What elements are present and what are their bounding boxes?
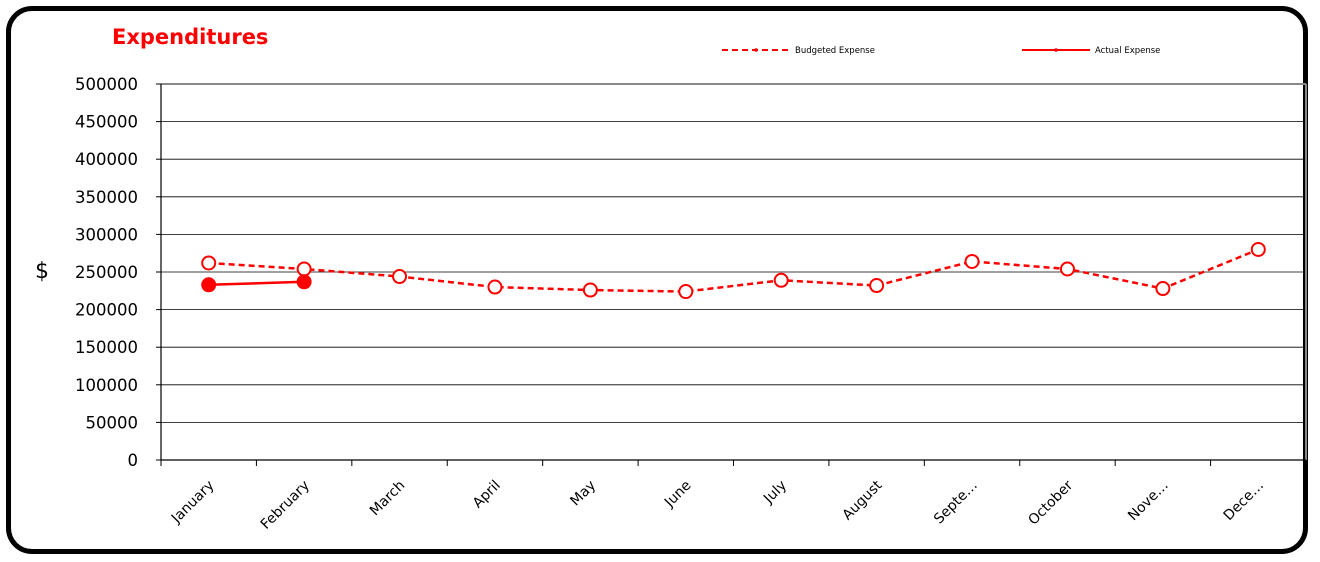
data-point: [1155, 281, 1171, 297]
y-tick-label: 50000: [86, 413, 139, 432]
x-tick-label: June: [661, 478, 695, 512]
y-axis-label: $: [35, 259, 49, 284]
gridlines: [161, 83, 1306, 423]
x-tick-label: July: [760, 478, 790, 508]
data-point: [201, 277, 217, 293]
y-tick-label: 400000: [75, 150, 138, 169]
data-point: [869, 278, 885, 294]
x-tick-label: February: [258, 478, 313, 533]
legend: Budgeted Expense Actual Expense: [722, 46, 1160, 56]
data-point: [1250, 241, 1266, 257]
y-tick-label: 500000: [75, 75, 138, 94]
x-tick-label: Dece…: [1221, 478, 1267, 524]
series-line: [208, 248, 1259, 293]
y-tick-label: 350000: [75, 188, 138, 207]
x-tick-label: March: [367, 478, 408, 519]
x-axis: January February March April May June July Augu…: [160, 460, 1307, 533]
y-tick-label: 150000: [75, 338, 138, 357]
data-point: [296, 274, 312, 290]
x-tick-label: April: [470, 478, 504, 512]
series-line: [208, 280, 305, 287]
chart-frame: [6, 6, 1308, 554]
data-point: [678, 284, 694, 300]
data-point: [392, 269, 408, 285]
x-tick-label: Septe…: [931, 478, 981, 528]
data-point: [487, 279, 503, 295]
chart-title: Expenditures: [112, 25, 268, 49]
data-point: [773, 272, 789, 288]
data-point: [964, 253, 980, 269]
x-tick-label: January: [168, 478, 218, 528]
data-point: [296, 261, 312, 277]
legend-marker: [754, 48, 758, 52]
series-actual-expense: [201, 274, 312, 293]
y-tick-label: 250000: [75, 263, 138, 282]
y-tick-label: 100000: [75, 376, 138, 395]
x-tick-label: August: [839, 477, 885, 523]
x-tick-label: October: [1025, 477, 1076, 528]
y-axis: 0 50000 100000 150000 200000 250000 300000 3500…: [75, 75, 161, 470]
legend-label: Budgeted Expense: [795, 46, 875, 56]
y-tick-label: 300000: [75, 225, 138, 244]
series-budgeted-expense: [201, 241, 1266, 300]
y-tick-label: 450000: [75, 113, 138, 132]
series-layer: [201, 241, 1266, 300]
y-tick-label: 0: [128, 451, 139, 470]
legend-marker: [1054, 48, 1058, 52]
legend-label: Actual Expense: [1095, 46, 1160, 56]
data-point: [201, 255, 217, 271]
y-tick-label: 200000: [75, 301, 138, 320]
data-point: [582, 282, 598, 298]
x-tick-label: May: [567, 478, 599, 510]
data-point: [1059, 261, 1075, 277]
x-tick-label: Nove…: [1125, 478, 1172, 525]
